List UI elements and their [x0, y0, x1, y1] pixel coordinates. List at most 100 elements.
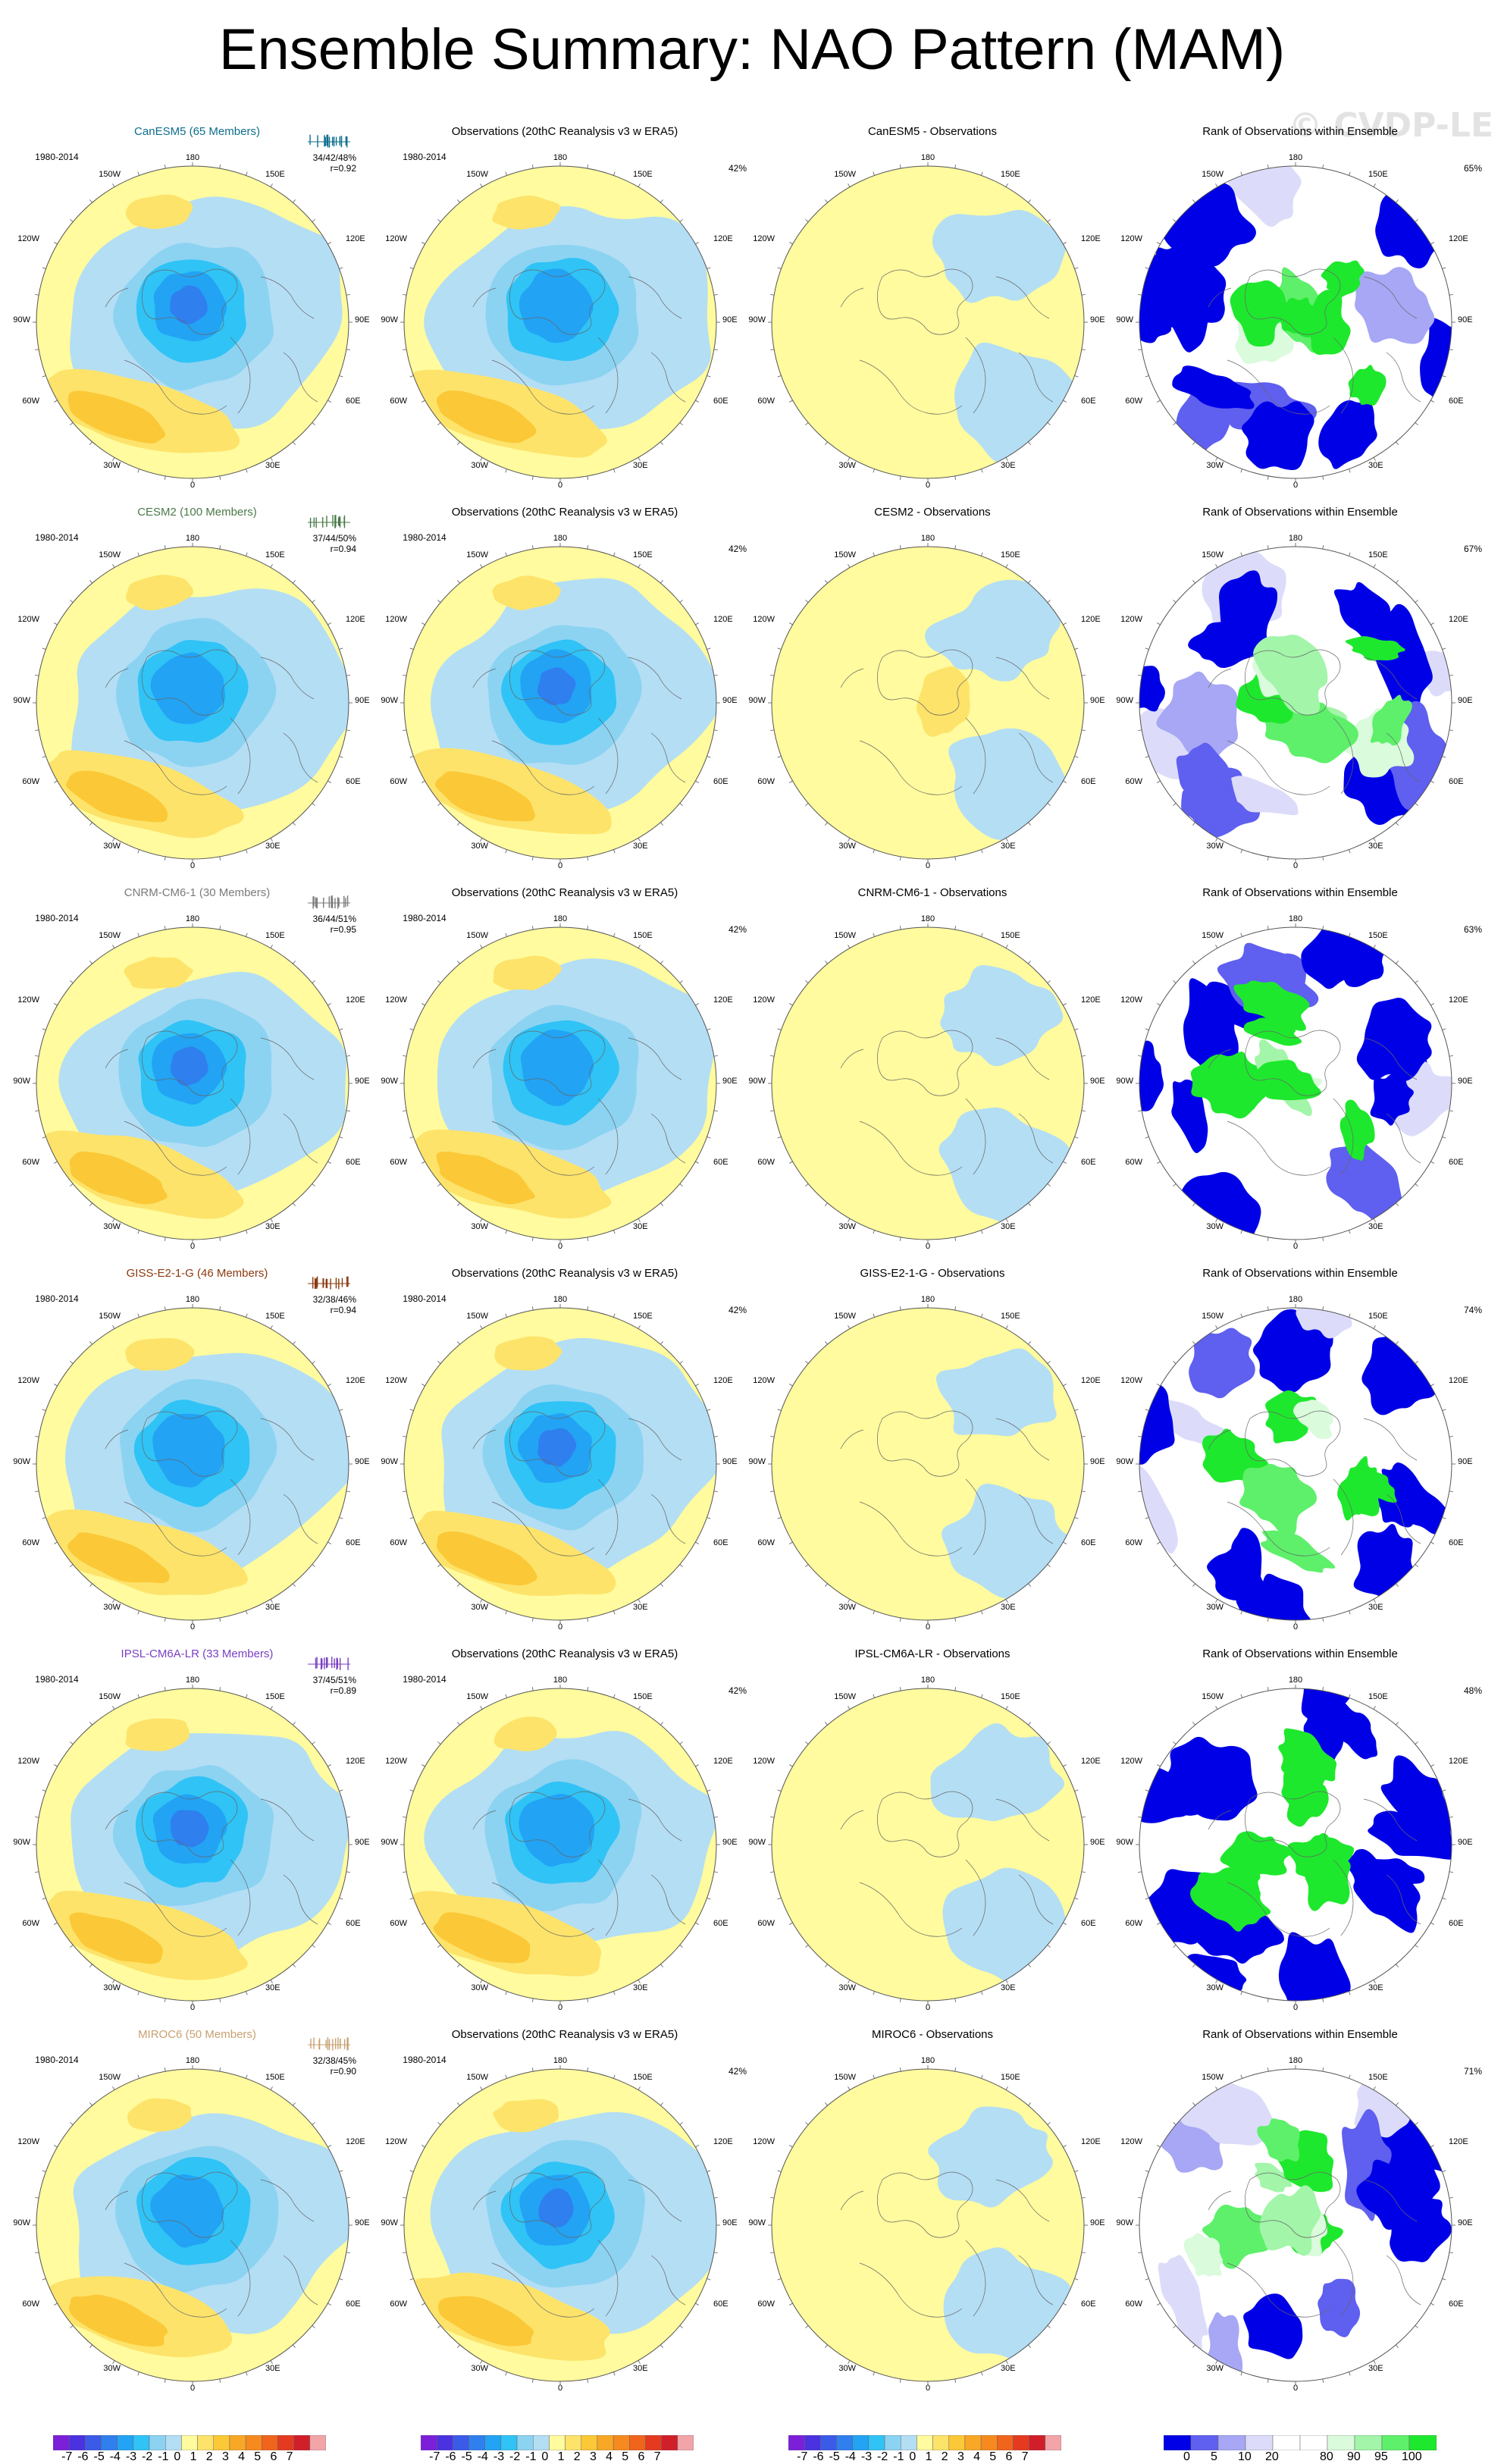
longitude-label: 60W — [757, 397, 775, 406]
rim-tick — [1145, 267, 1149, 269]
rim-tick — [293, 441, 296, 445]
longitude-label: 180 — [553, 2056, 567, 2065]
longitude-label: 90E — [355, 2218, 370, 2227]
rim-tick — [1173, 1564, 1177, 1567]
low-rank-region — [1223, 166, 1302, 227]
longitude-label: 120E — [346, 2137, 365, 2146]
rim-tick — [164, 1998, 166, 2002]
longitude-label: 120W — [1120, 234, 1142, 243]
longitude-label: 60W — [757, 1919, 775, 1928]
colorbar-swatch — [149, 2434, 166, 2451]
rim-tick — [480, 1706, 483, 1710]
period-label: 1980-2014 — [35, 2055, 79, 2065]
polar-map: 180 150W 150E 120W 120E 90W 90E 60W 60E 30W 30E 0 — [1116, 1295, 1472, 1632]
polar-map: 180 150W 150E 120W 120E 90W 90E 60W 60E 30W 30E 0 — [1116, 1676, 1472, 2012]
rim-tick — [531, 926, 534, 930]
longitude-label: 150E — [1368, 550, 1388, 560]
diff-panel: GISS-E2-1-G - Observations 180 150W 150E 120… — [748, 1267, 1114, 1646]
rim-tick — [1063, 780, 1067, 783]
rim-tick — [531, 1687, 534, 1691]
rim-tick — [421, 2145, 425, 2148]
rank-panel: Rank of Observations within Ensemble 71% 1… — [1116, 2028, 1482, 2407]
rim-tick — [437, 2122, 441, 2125]
rim-tick — [246, 933, 248, 937]
positive-contour — [126, 575, 193, 611]
rim-tick — [981, 2074, 983, 2079]
longitude-label: 0 — [1293, 861, 1298, 870]
longitude-label: 30E — [633, 2364, 648, 2373]
longitude-label: 120E — [1081, 234, 1101, 243]
rim-tick — [346, 2252, 350, 2254]
obs-panel: Observations (20thC Reanalysis v3 w ERA5… — [381, 886, 747, 1265]
rim-tick — [981, 849, 983, 854]
low-rank-region — [1380, 1755, 1452, 1851]
longitude-label: 90E — [1090, 1077, 1105, 1086]
rim-tick — [457, 441, 460, 445]
diff-negative-region — [930, 1723, 1064, 1821]
rim-tick — [1157, 242, 1161, 245]
rim-tick — [1047, 422, 1051, 425]
longitude-label: 90W — [381, 1838, 398, 1847]
rim-tick — [1005, 1706, 1008, 1710]
rim-tick — [89, 1341, 92, 1345]
rim-tick — [805, 1183, 809, 1187]
longitude-label: 90E — [1458, 1838, 1473, 1847]
longitude-label: 120E — [1449, 1757, 1468, 1766]
colorbar-tick-label: 1 — [557, 2450, 565, 2463]
rim-tick — [1215, 1706, 1218, 1710]
rim-tick — [1240, 1694, 1242, 1698]
low-rank-region — [1278, 1932, 1351, 2001]
rim-tick — [613, 552, 616, 556]
rim-tick — [1081, 1435, 1086, 1437]
rim-tick — [339, 1136, 343, 1139]
ensemble-stats: 36/44/51% — [312, 914, 356, 924]
longitude-label: 30E — [1368, 1983, 1383, 1992]
high-rank-region — [1190, 1867, 1271, 1932]
positive-contour — [67, 390, 166, 444]
rim-tick — [457, 199, 460, 203]
longitude-label: 90W — [1116, 696, 1133, 705]
longitude-label: 30W — [471, 1983, 488, 1992]
high-rank-region — [1255, 2162, 1292, 2193]
rim-tick — [312, 1361, 315, 1364]
rim-tick — [899, 856, 901, 861]
rim-tick — [770, 2196, 775, 2199]
rim-tick — [1415, 980, 1418, 983]
rim-tick — [293, 1722, 296, 1726]
rim-tick — [1415, 422, 1418, 425]
longitude-label: 150W — [466, 170, 488, 179]
rim-tick — [409, 1789, 414, 1792]
rim-tick — [1267, 1306, 1269, 1311]
rim-tick — [1157, 2145, 1161, 2148]
colorbar-tick-label: 5 — [622, 2450, 629, 2463]
longitude-label: 60E — [346, 1538, 361, 1547]
panel-title: Rank of Observations within Ensemble — [1202, 125, 1398, 138]
rim-tick — [531, 2067, 534, 2072]
rim-tick — [1145, 1409, 1149, 1411]
rim-tick — [339, 756, 343, 758]
rim-tick — [1028, 961, 1031, 964]
rim-tick — [327, 2303, 331, 2306]
low-rank-region — [1156, 671, 1239, 760]
rim-tick — [660, 822, 663, 826]
rim-tick — [770, 1871, 775, 1873]
rim-tick — [219, 856, 221, 861]
coastlines — [472, 1030, 686, 1176]
rim-tick — [112, 457, 115, 461]
rim-tick — [1373, 1599, 1376, 1603]
longitude-label: 150W — [99, 170, 121, 179]
low-rank-region — [1195, 1910, 1284, 1964]
rim-tick — [954, 2067, 957, 2072]
rim-tick — [457, 2102, 460, 2106]
longitude-label: 120E — [346, 995, 365, 1005]
rim-tick — [409, 1028, 414, 1030]
longitude-label: 30W — [1206, 1983, 1224, 1992]
rim-tick — [42, 647, 46, 650]
rim-tick — [679, 1945, 683, 1948]
rim-tick — [89, 199, 92, 203]
colorbar-ticks: -7 -6 -5 -4 -3 -2 -1 0 1 2 3 4 5 6 7 — [53, 2450, 326, 2463]
rim-tick — [695, 780, 699, 783]
rim-tick — [219, 926, 221, 930]
rim-tick — [1373, 1706, 1376, 1710]
longitude-label: 60E — [1081, 1919, 1096, 1928]
